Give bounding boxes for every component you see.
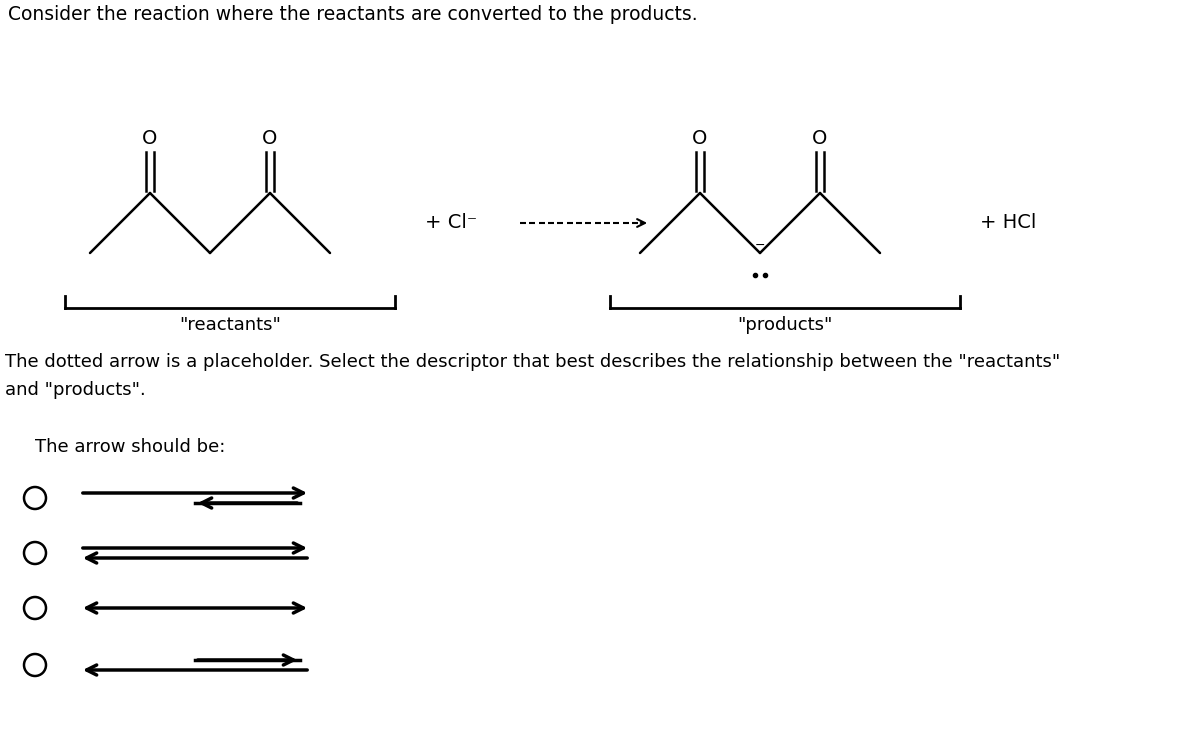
Text: "reactants": "reactants" (179, 316, 281, 334)
Text: O: O (812, 128, 828, 147)
Text: and "products".: and "products". (5, 381, 145, 399)
Text: The dotted arrow is a placeholder. Select the descriptor that best describes the: The dotted arrow is a placeholder. Selec… (5, 353, 1061, 371)
Text: O: O (263, 128, 277, 147)
Text: O: O (692, 128, 708, 147)
Text: "products": "products" (737, 316, 833, 334)
Text: O: O (143, 128, 157, 147)
Text: Consider the reaction where the reactants are converted to the products.: Consider the reaction where the reactant… (8, 5, 697, 24)
Text: + HCl: + HCl (980, 213, 1037, 232)
Text: The arrow should be:: The arrow should be: (35, 438, 226, 456)
Text: + Cl⁻: + Cl⁻ (425, 213, 478, 232)
Text: −: − (755, 238, 766, 251)
